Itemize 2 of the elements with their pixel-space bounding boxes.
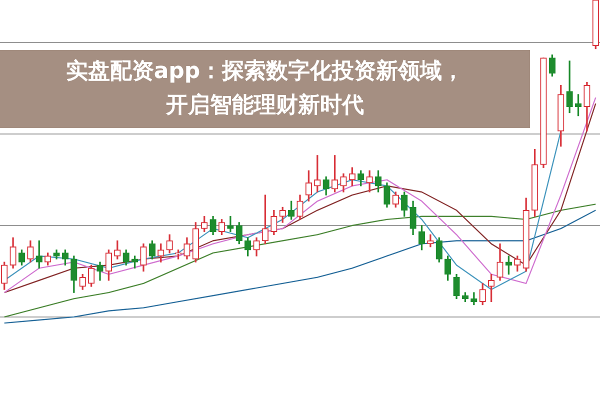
title-banner: 实盘配资app：探索数字化投资新领域，开启智能理财新时代 bbox=[0, 50, 530, 128]
candlestick bbox=[227, 216, 234, 232]
